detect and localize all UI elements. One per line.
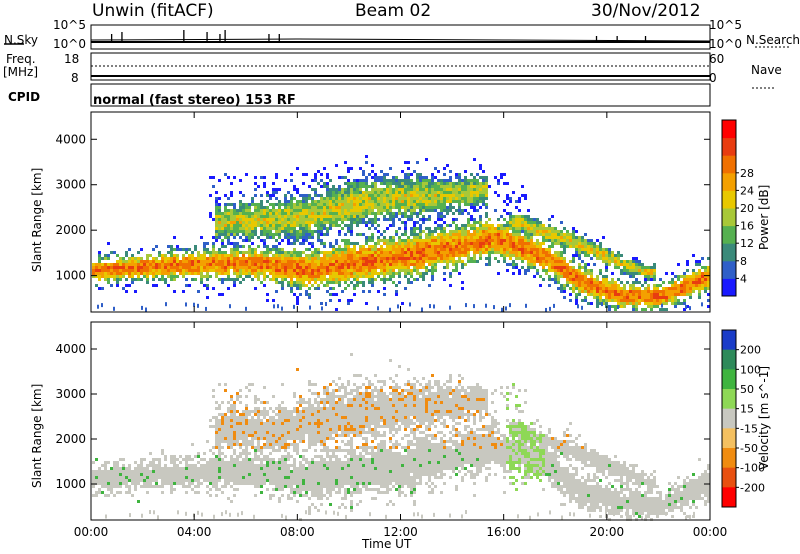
y-tick-label: 3000 [55, 178, 86, 192]
colorbar-swatch [722, 369, 736, 390]
y-tick-label: 3000 [55, 387, 86, 401]
colorbar-tick-label: 4 [740, 272, 747, 285]
x-tick-label: 08:00 [280, 525, 315, 539]
x-tick-label: 00:00 [693, 525, 728, 539]
x-tick-label: 20:00 [590, 525, 625, 539]
y-tick-label: 4000 [55, 342, 86, 356]
colorbar-swatch [722, 260, 736, 279]
colorbar-tick-label: -200 [740, 481, 765, 494]
cpid-panel-frame [90, 83, 711, 107]
x-axis-label: Time UT [362, 537, 412, 551]
power-heatmap [92, 155, 710, 312]
freq-tick-low: 8 [71, 71, 79, 85]
colorbar-tick-label: 24 [740, 184, 754, 197]
colorbar-tick-label: 8 [740, 255, 747, 268]
nsky-series [110, 30, 647, 42]
colorbar-swatch [722, 137, 736, 156]
colorbar-tick-label: 200 [740, 344, 761, 357]
colorbar-swatch [722, 389, 736, 410]
colorbar-swatch [722, 487, 736, 508]
colorbar-tick-label: -15 [740, 422, 758, 435]
y-tick-label: 4000 [55, 132, 86, 146]
colorbar-frame [721, 329, 737, 508]
colorbar-tick-label: -50 [740, 442, 758, 455]
nave-tick-low: 0 [709, 71, 717, 85]
nsearch-label: N.Search [746, 33, 800, 47]
nave-tick-high: 60 [709, 52, 725, 66]
x-tick-label: 04:00 [177, 525, 212, 539]
colorbar-swatch [722, 120, 736, 139]
cpid-text: normal (fast stereo) 153 RF [93, 93, 296, 108]
colorbar-swatch [722, 428, 736, 449]
cpid-label: CPID [8, 90, 41, 104]
colorbar-swatch [722, 408, 736, 429]
colorbar-swatch [722, 172, 736, 191]
x-tick-label: 16:00 [486, 525, 521, 539]
colorbar-swatch [722, 208, 736, 227]
y-tick-label: 1000 [55, 269, 86, 283]
date-title: 30/Nov/2012 [591, 1, 701, 21]
y-tick-label: 1000 [55, 477, 86, 491]
colorbar-tick-label: 15 [740, 403, 754, 416]
colorbar-swatch [722, 330, 736, 351]
colorbar-tick-label: 12 [740, 237, 754, 250]
colorbar-tick-label: 100 [740, 363, 761, 376]
colorbar-swatch [722, 243, 736, 262]
colorbar-tick-label: 16 [740, 220, 754, 233]
count-bottom-tick-right: 10^0 [709, 37, 742, 51]
count-bottom-tick-left: 10^0 [53, 37, 86, 51]
colorbar-swatch [722, 349, 736, 370]
colorbar-tick-label: 50 [740, 383, 754, 396]
freq-label-line2: [MHz] [3, 65, 39, 79]
colorbar-swatch [722, 155, 736, 174]
freq-label-line1: Freq. [6, 52, 36, 66]
y-tick-label: 2000 [55, 223, 86, 237]
freq-tick-high: 18 [64, 52, 80, 66]
colorbar-tick-label: -100 [740, 462, 765, 475]
colorbar-swatch [722, 467, 736, 488]
colorbar-swatch [722, 190, 736, 209]
count-top-tick-left: 10^5 [53, 18, 86, 32]
x-tick-label: 12:00 [383, 525, 418, 539]
station-title: Unwin (fitACF) [92, 1, 214, 21]
beam-title: Beam 02 [355, 1, 432, 21]
y-tick-label: 2000 [55, 432, 86, 446]
colorbar-tick-label: 20 [740, 202, 754, 215]
colorbar-tick-label: 28 [740, 167, 754, 180]
colorbar-swatch [722, 225, 736, 244]
nsearch-series [90, 38, 711, 42]
colorbar-swatch [722, 448, 736, 469]
nave-label: Nave [751, 63, 782, 77]
colorbar-swatch [722, 278, 736, 297]
count-top-tick-right: 10^5 [709, 18, 742, 32]
velocity-heatmap [92, 353, 710, 521]
x-tick-label: 00:00 [74, 525, 109, 539]
count-panel-frame [90, 24, 711, 50]
